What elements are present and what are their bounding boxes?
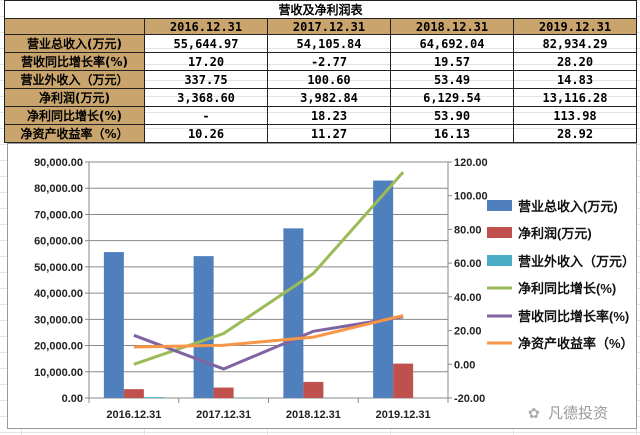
left-axis-tick-label: 50,000.00 — [34, 262, 83, 274]
left-axis-tick-label: 20,000.00 — [34, 341, 83, 353]
left-axis-tick-label: 30,000.00 — [34, 314, 83, 326]
value-cell[interactable]: 18.23 — [267, 106, 391, 125]
right-axis-tick-label: -20.00 — [454, 393, 485, 405]
right-axis-tick-label: 20.00 — [454, 326, 482, 338]
line-series-4 — [133, 315, 404, 371]
row-label[interactable]: 营收同比增长率(%) — [4, 52, 145, 71]
legend-label: 净资产收益率（%） — [518, 336, 634, 351]
header-cell[interactable]: 2019.12.31 — [513, 18, 637, 35]
watermark-icon: ✿ — [528, 405, 540, 421]
right-axis-tick-label: 60.00 — [454, 258, 482, 270]
bar-0 — [283, 228, 304, 398]
right-axis-tick-label: 40.00 — [454, 292, 482, 304]
legend-swatch — [487, 227, 512, 238]
value-cell[interactable]: 14.83 — [513, 70, 637, 89]
left-axis-tick-label: 60,000.00 — [34, 236, 83, 248]
header-blank — [4, 18, 145, 35]
legend-item[interactable]: 净利润(万元) — [487, 226, 592, 241]
legend-label: 营收同比增长率(%) — [518, 309, 629, 324]
left-axis-tick-label: 90,000.00 — [34, 157, 83, 169]
legend-item[interactable]: 净利同比增长(%) — [487, 281, 616, 296]
value-cell[interactable]: - — [144, 106, 268, 125]
value-cell[interactable]: 6,129.54 — [390, 88, 514, 107]
value-cell[interactable]: 17.20 — [144, 52, 268, 71]
bar-2 — [143, 397, 164, 398]
x-axis-label: 2018.12.31 — [286, 409, 341, 421]
line-series-5 — [133, 314, 404, 349]
row-label[interactable]: 营业外收入（万元） — [4, 70, 145, 89]
table-title: 营收及净利润表 — [4, 0, 637, 19]
value-cell[interactable]: 82,934.29 — [513, 34, 637, 53]
legend-label: 营业总收入(万元) — [518, 199, 618, 214]
bar-1 — [303, 381, 324, 398]
legend-label: 净利润(万元) — [518, 226, 592, 241]
right-axis-tick-label: 120.00 — [454, 157, 488, 169]
legend-item[interactable]: 营业外收入（万元） — [487, 254, 635, 269]
left-axis-tick-label: 0.00 — [62, 393, 83, 405]
value-cell[interactable]: 28.92 — [513, 124, 637, 143]
value-cell[interactable]: -2.77 — [267, 52, 391, 71]
table-row: 净资产收益率（%） 10.26 11.27 16.13 28.92 — [4, 124, 637, 143]
value-cell[interactable]: 55,644.97 — [144, 34, 268, 53]
x-axis-label: 2019.12.31 — [376, 409, 431, 421]
legend-swatch — [487, 255, 512, 266]
right-axis-tick-label: 0.00 — [454, 359, 475, 371]
value-cell[interactable]: 100.60 — [267, 70, 391, 89]
value-cell[interactable]: 10.26 — [144, 124, 268, 143]
right-axis-tick-label: 100.00 — [454, 191, 488, 203]
line-series-3 — [133, 171, 405, 366]
row-label[interactable]: 净利润(万元) — [4, 88, 145, 107]
legend-swatch — [487, 200, 512, 211]
value-cell[interactable]: 3,982.84 — [267, 88, 391, 107]
header-cell[interactable]: 2017.12.31 — [267, 18, 391, 35]
value-cell[interactable]: 54,105.84 — [267, 34, 391, 53]
value-cell[interactable]: 19.57 — [390, 52, 514, 71]
table-row: 营业外收入（万元） 337.75 100.60 53.49 14.83 — [4, 70, 637, 89]
bar-1 — [123, 389, 144, 398]
legend-item[interactable]: 营收同比增长率(%) — [487, 309, 629, 324]
table-row: 净利同比增长(%) -18.23 53.90 113.98 — [4, 106, 637, 125]
right-axis-tick-label: 80.00 — [454, 224, 482, 236]
combo-chart[interactable]: 0.00 10,000.00 20,000.00 30,000.00 40,000.00… — [7, 143, 637, 429]
value-cell[interactable]: 64,692.04 — [390, 34, 514, 53]
left-axis-tick-label: 70,000.00 — [34, 209, 83, 221]
watermark-text: 凡德投资 — [548, 404, 608, 422]
chart-svg: 0.00 10,000.00 20,000.00 30,000.00 40,000.00… — [34, 157, 635, 422]
table-row: 营业总收入(万元) 55,644.97 54,105.84 64,692.04 82,9… — [4, 34, 637, 53]
bar-1 — [393, 363, 414, 398]
value-cell[interactable]: 13,116.28 — [513, 88, 637, 107]
header-cell[interactable]: 2018.12.31 — [390, 18, 514, 35]
value-cell[interactable]: 16.13 — [390, 124, 514, 143]
value-cell[interactable]: 3,368.60 — [144, 88, 268, 107]
value-cell[interactable]: 337.75 — [144, 70, 268, 89]
bar-1 — [213, 387, 234, 398]
value-cell[interactable]: 113.98 — [513, 106, 637, 125]
legend-item[interactable]: 净资产收益率（%） — [487, 336, 634, 351]
legend-label: 净利同比增长(%) — [518, 281, 616, 296]
revenue-profit-table: 营收及净利润表 2016.12.31 2017.12.31 2018.12.31… — [4, 0, 637, 143]
value-cell[interactable]: 53.49 — [390, 70, 514, 89]
table-row: 净利润(万元) 3,368.60 3,982.84 6,129.54 13,116.28 — [4, 88, 637, 107]
legend-item[interactable]: 营业总收入(万元) — [487, 199, 618, 214]
table-row: 营收同比增长率(%) 17.20 -2.77 19.57 28.20 — [4, 52, 637, 71]
row-label[interactable]: 净资产收益率（%） — [4, 124, 145, 143]
bar-0 — [193, 256, 214, 398]
left-axis-tick-label: 80,000.00 — [34, 183, 83, 195]
x-axis-label: 2016.12.31 — [106, 409, 161, 421]
legend-label: 营业外收入（万元） — [518, 254, 635, 269]
value-cell[interactable]: 11.27 — [267, 124, 391, 143]
x-axis-label: 2017.12.31 — [196, 409, 251, 421]
left-axis-tick-label: 40,000.00 — [34, 288, 83, 300]
row-label[interactable]: 营业总收入(万元) — [4, 34, 145, 53]
bar-0 — [103, 252, 124, 398]
header-cell[interactable]: 2016.12.31 — [144, 18, 268, 35]
row-label[interactable]: 净利同比增长(%) — [4, 106, 145, 125]
bar-0 — [373, 180, 394, 398]
value-cell[interactable]: 28.20 — [513, 52, 637, 71]
value-cell[interactable]: 53.90 — [390, 106, 514, 125]
left-axis-tick-label: 10,000.00 — [34, 367, 83, 379]
